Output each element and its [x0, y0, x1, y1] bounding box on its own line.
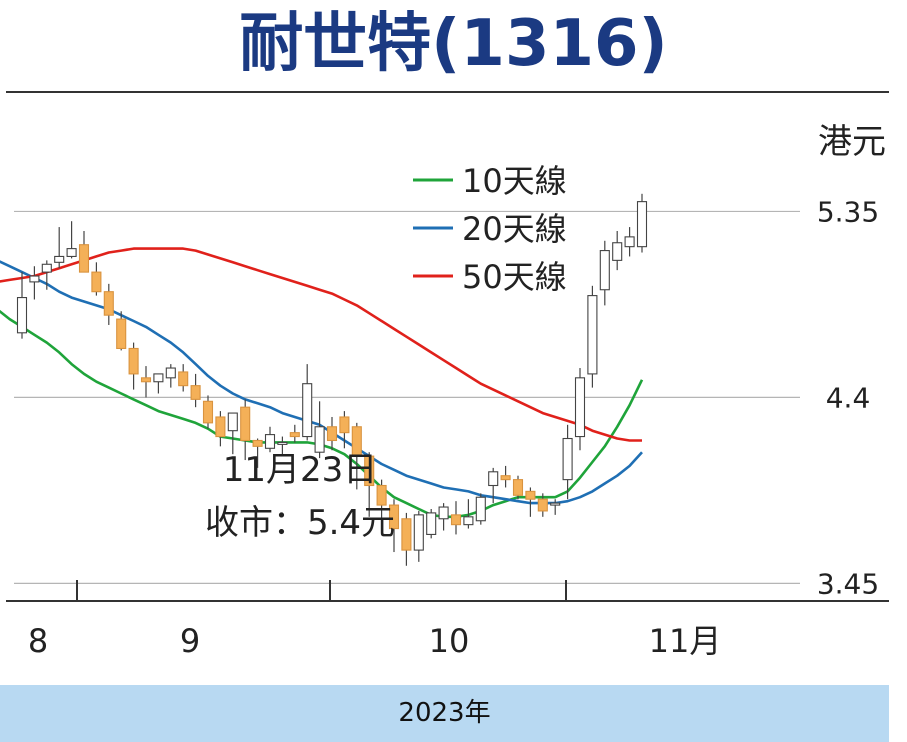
y-tick-label: 3.45	[817, 567, 879, 600]
candle	[140, 366, 152, 398]
x-tick-label: 9	[180, 622, 200, 660]
unit-label: 港元	[818, 122, 886, 162]
legend-label: 20天線	[462, 210, 567, 248]
candle	[41, 260, 52, 290]
candle	[463, 499, 474, 529]
candle	[215, 411, 226, 447]
candle	[636, 193, 648, 253]
candle	[624, 227, 635, 257]
series-line	[0, 260, 643, 505]
candle	[66, 221, 77, 259]
y-tick-label: 5.35	[817, 195, 879, 228]
x-tick-label: 11月	[649, 622, 722, 660]
candle	[202, 395, 214, 429]
chart-title: 耐世特(1316)	[239, 7, 668, 81]
candlesticks	[16, 193, 648, 566]
candle	[438, 503, 449, 531]
candle	[500, 465, 511, 488]
candle	[91, 262, 102, 296]
year-footer: 2023年	[0, 685, 889, 742]
x-axis-ticks: 8 9 10 11月	[28, 580, 722, 660]
candle	[475, 493, 486, 525]
candle	[413, 510, 424, 562]
candle	[252, 438, 263, 468]
candle	[537, 493, 548, 517]
candle	[401, 512, 412, 566]
candle	[190, 373, 201, 408]
candle	[574, 368, 586, 451]
candle	[78, 230, 90, 273]
x-tick-label: 10	[429, 622, 470, 660]
candle	[240, 399, 251, 461]
candle	[116, 311, 127, 351]
candle	[587, 285, 598, 388]
candle	[326, 416, 338, 451]
candle	[612, 230, 623, 271]
candle	[178, 364, 189, 392]
candle	[289, 424, 300, 443]
candle	[103, 283, 114, 325]
candle	[388, 499, 400, 553]
candle	[165, 364, 176, 388]
candle	[351, 422, 362, 490]
legend-label: 50天線	[462, 258, 567, 296]
candle	[376, 479, 387, 535]
y-tick-label: 4.4	[826, 381, 871, 414]
candle	[314, 401, 325, 459]
candle	[153, 373, 164, 394]
grid-lines	[14, 210, 800, 584]
candle	[264, 426, 276, 453]
candle	[525, 487, 536, 517]
series-line	[0, 247, 642, 442]
candle	[550, 499, 561, 515]
annotation-close: 收市：5.4元	[205, 503, 395, 543]
candle	[54, 227, 65, 269]
candle	[277, 436, 288, 455]
candle	[339, 411, 350, 449]
candle	[227, 412, 238, 455]
candle	[426, 508, 437, 539]
legend-label: 10天線	[462, 162, 567, 200]
candle	[302, 364, 313, 441]
candle	[29, 266, 40, 300]
candle	[450, 501, 462, 535]
candle	[512, 475, 524, 500]
candle	[599, 240, 610, 306]
candle	[364, 452, 375, 517]
candle	[488, 467, 499, 504]
candle	[16, 272, 28, 339]
candle	[128, 342, 139, 390]
annotation-date: 11月23日	[223, 450, 378, 490]
legend: 10天線 20天線 50天線	[413, 162, 567, 296]
candle	[562, 424, 573, 500]
x-tick-label: 8	[28, 622, 48, 660]
y-axis-labels: 5.35 4.4 3.45	[817, 195, 879, 600]
